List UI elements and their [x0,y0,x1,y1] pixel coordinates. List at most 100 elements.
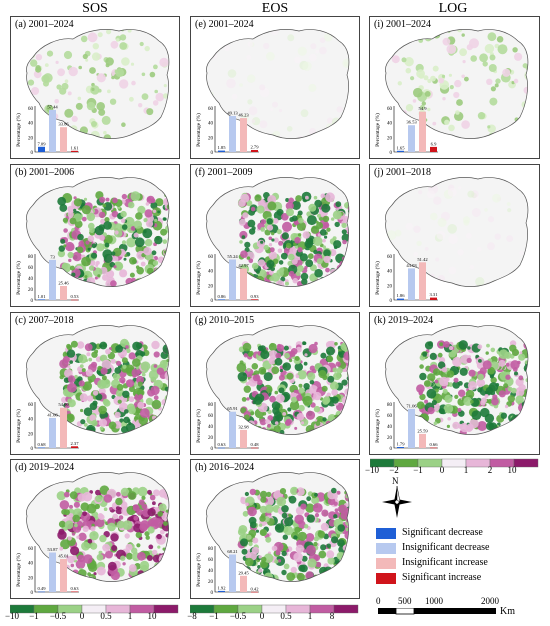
inset-bar [240,429,247,448]
map-panel-g: (g) 2010–2015 Percentage (%) 0 20 40 60 80 0.63… [190,312,360,455]
inset-bar [251,591,258,593]
inset-tick-label: 0 [31,447,34,452]
panel-title-i: (i) 2001–2024 [374,19,431,30]
legend-tick-label: 8 [329,611,335,621]
inset-tick-label: 60 [208,414,214,419]
legend-tick-label: 0.5 [100,611,112,621]
inset-tick-label: 0 [211,151,214,156]
plateau-map-e [206,29,350,139]
inset-bar-label: 43.03 [406,263,417,268]
inset-bar-label: 1.65 [396,145,405,150]
inset-bar [251,150,258,152]
inset-bar [38,299,45,300]
inset-bar-label: 2.79 [250,145,259,150]
plateau-map-k [385,325,529,435]
inset-tick-label: 20 [208,136,214,141]
inset-bar-label: 1.85 [217,145,226,150]
inset-bar-label: 25.59 [417,428,428,433]
inset-bar-label: 45.01 [58,554,69,559]
inset-bar-label: 55.24 [227,254,238,259]
inset-bar [38,591,45,593]
inset-bar-label: 6.9 [431,141,437,146]
inset-bar-label: 33.86 [58,122,69,127]
trend-legend-swatch [376,528,396,539]
inset-bar-label: 0.49 [37,586,46,591]
legend-tick-label: 2 [487,465,493,475]
inset-ylabel: Percentage (%) [195,261,202,295]
inset-bar [251,299,258,300]
inset-bar [38,146,45,152]
trend-legend-label: Insignificant increase [402,557,488,568]
inset-bar [60,407,67,448]
inset-bar-label: 36.53 [406,120,417,125]
inset-bar [240,268,247,300]
scale-label-1000: 1000 [425,596,443,606]
inset-tick-label: 20 [28,136,34,141]
inset-bar [49,109,56,152]
inset-tick-label: 60 [387,414,393,419]
inset-tick-label: 20 [28,576,34,581]
trend-legend-label: Significant increase [402,572,482,583]
inset-bar-label: 57.44 [47,104,58,109]
inset-ylabel: Percentage (%) [15,409,22,443]
panel-title-c: (c) 2007–2018 [15,315,74,326]
inset-bar-label: 46.23 [238,113,249,118]
legend-tick-label: 0 [259,611,265,621]
inset-tick-label: 20 [387,136,393,141]
plateau-map-d [26,472,170,582]
legend-tick-label: 1 [127,611,133,621]
inset-bar [49,417,56,448]
inset-bar [49,552,56,592]
inset-tick-label: 40 [208,122,214,127]
inset-tick-label: 40 [208,569,214,574]
inset-bar [430,146,437,152]
inset-bar [251,447,258,449]
inset-bar-label: 41.08 [47,412,58,417]
inset-tick-label: 60 [28,266,34,271]
legend-tick-label: −10 [364,465,380,475]
inset-bar [71,150,78,152]
legend-tick-label: −2 [389,465,399,475]
inset-tick-label: 0 [390,151,393,156]
inset-tick-label: 40 [387,270,393,275]
scale-bar-graphic [378,608,496,615]
plateau-map-h [206,472,350,582]
inset-tick-label: 20 [208,580,214,585]
inset-bar [60,127,67,152]
inset-bar [408,408,415,448]
inset-ylabel: Percentage (%) [374,261,381,295]
inset-tick-label: 20 [208,284,214,289]
inset-bar [60,286,67,300]
plateau-map-i [385,29,529,139]
inset-tick-label: 40 [208,425,214,430]
panel-title-k: (k) 2019–2024 [374,315,434,326]
legend-color-segment [513,458,539,468]
inset-chart-e: Percentage (%) 0 20 40 60 1.85 49.13 46.23 2.79 [195,106,259,156]
inset-tick-label: 40 [387,425,393,430]
legend-tick-label: −10 [4,611,20,621]
inset-tick-label: 60 [387,255,393,260]
legend-color-segment [441,458,467,468]
inset-bar [419,433,426,448]
inset-bar [60,559,67,592]
inset-bar-label: 32.98 [238,424,249,429]
scale-label-2000: 2000 [481,596,499,606]
inset-bar [218,447,225,449]
map-panel-a: (a) 2001–2024 Percentage (%) 0 20 40 60 7.09 57… [10,16,180,159]
inset-bar-label: 29.45 [238,570,249,575]
plateau-map-g [206,325,350,435]
inset-chart-h: Percentage (%) 0 20 40 60 80 1.92 68.21 29.45 0.4… [195,546,259,596]
inset-bar-label: 68.21 [227,549,238,554]
panel-title-d: (d) 2019–2024 [15,462,75,473]
inset-tick-label: 20 [28,288,34,293]
north-label: N [392,476,399,486]
panel-title-f: (f) 2001–2009 [195,167,253,178]
map-panel-c: (c) 2007–2018 Percentage (%) 0 20 40 60 0.68 41… [10,312,180,455]
inset-tick-label: 80 [387,403,393,408]
inset-bar [229,116,236,152]
inset-bar-label: 1.92 [217,585,226,590]
inset-tick-label: 0 [31,299,34,304]
scale-label-500: 500 [398,596,412,606]
log-legend-bar [369,458,539,468]
